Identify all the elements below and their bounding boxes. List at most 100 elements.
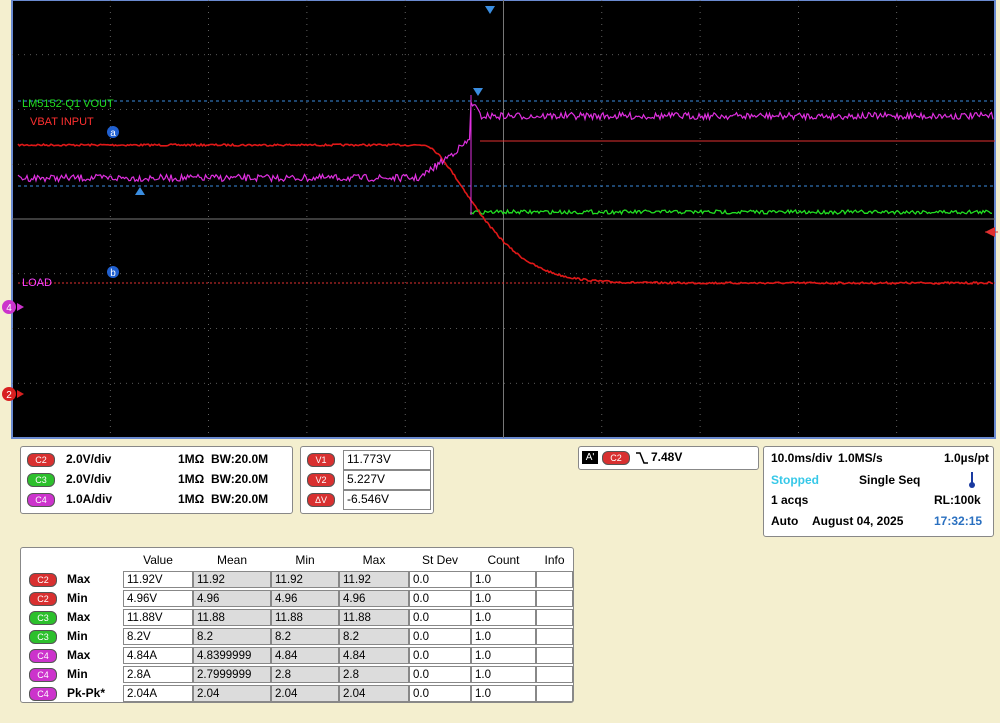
- channel-badge: C2: [27, 453, 55, 467]
- measurement-cell: [536, 571, 573, 588]
- measurement-cell: 1.0: [471, 590, 536, 607]
- channel-4-label: 4: [6, 303, 12, 314]
- channel-scale: 2.0V/div: [66, 472, 112, 486]
- measurement-cell: 2.8: [271, 666, 339, 683]
- sample-rate: 1.0MS/s: [838, 451, 883, 465]
- measurement-cell: 11.92: [339, 571, 409, 588]
- measurement-source: C2: [29, 573, 57, 587]
- measurement-cell: 4.96: [193, 590, 271, 607]
- cursor-badge: ΔV: [307, 493, 335, 507]
- marker-b-label: b: [110, 268, 116, 279]
- trigger-mode: A': [582, 451, 598, 464]
- label-load: LOAD: [22, 277, 52, 289]
- channel-bandwidth: BW:20.0M: [211, 452, 269, 466]
- measurement-cell: 8.2V: [123, 628, 193, 645]
- measurement-cell: 1.0: [471, 647, 536, 664]
- measurement-cell: [536, 685, 573, 702]
- measurement-cell: 11.88: [193, 609, 271, 626]
- acq-count: 1 acqs: [771, 493, 809, 507]
- timebase-panel: 10.0ms/div 1.0MS/s 1.0µs/pt Stopped Sing…: [763, 446, 994, 537]
- channel-impedance: 1MΩ: [178, 492, 205, 506]
- measurement-stat: Min: [67, 591, 88, 605]
- measurement-cell: 8.2: [193, 628, 271, 645]
- measurement-cell: [536, 647, 573, 664]
- channel-4-arrow: [17, 303, 24, 311]
- measurement-cell: 2.04: [271, 685, 339, 702]
- measurement-cell: 4.96V: [123, 590, 193, 607]
- falling-edge-icon: [636, 452, 648, 464]
- channel-panel: C2 2.0V/div 1MΩ BW:20.0M C3 2.0V/div 1MΩ BW:20.…: [20, 446, 293, 514]
- trigger-mode: Auto: [771, 514, 799, 528]
- label-vout: LM5152-Q1 VOUT: [22, 98, 114, 110]
- measurement-cell: 1.0: [471, 571, 536, 588]
- measurement-cell: 2.8: [339, 666, 409, 683]
- channel-bandwidth: BW:20.0M: [211, 492, 269, 506]
- acq-mode: Single Seq: [859, 473, 921, 487]
- measurement-cell: [536, 590, 573, 607]
- measurement-cell: 4.8399999: [193, 647, 271, 664]
- measurement-stat: Min: [67, 629, 88, 643]
- channel-2-marker: [2, 387, 16, 401]
- column-header: Count: [487, 553, 520, 567]
- measurement-source: C4: [29, 668, 57, 682]
- trigger-position: [485, 6, 495, 14]
- trace-c3: [469, 208, 993, 216]
- acq-state: Stopped: [771, 473, 819, 487]
- measurement-stat: Max: [67, 610, 91, 624]
- time-scale: 10.0ms/div: [771, 451, 833, 465]
- measurement-cell: [536, 609, 573, 626]
- marker-a: [107, 126, 119, 138]
- trigger-level: 7.48V: [651, 450, 683, 464]
- measurement-cell: 4.96: [339, 590, 409, 607]
- channel-badge: C3: [27, 473, 55, 487]
- single-icon: [969, 472, 975, 488]
- measurement-cell: 2.8A: [123, 666, 193, 683]
- measurement-cell: 0.0: [409, 666, 471, 683]
- channel-2-label: 2: [6, 390, 12, 401]
- measurement-cell: 8.2: [339, 628, 409, 645]
- measurement-cell: 1.0: [471, 666, 536, 683]
- measurement-cell: 4.84: [339, 647, 409, 664]
- cursor-value: 11.773V: [347, 452, 391, 466]
- waveform-display: LM5152-Q1 VOUT VBAT INPUT LOAD a b 4 2: [0, 0, 1000, 440]
- time: 17:32:15: [934, 514, 983, 528]
- measurement-source: C3: [29, 630, 57, 644]
- trigger-source: C2: [602, 451, 630, 465]
- measurement-cell: 0.0: [409, 609, 471, 626]
- cursor-value-box: [343, 470, 431, 490]
- measurement-source: C4: [29, 687, 57, 701]
- record-length: RL:100k: [934, 493, 981, 507]
- measurement-cell: [536, 628, 573, 645]
- measurement-cell: 2.04: [193, 685, 271, 702]
- column-header: Mean: [216, 553, 248, 567]
- grid: [12, 0, 995, 438]
- cursor-badge: V1: [307, 453, 335, 467]
- trigger-panel: A' C2 7.48V: [578, 446, 759, 470]
- channel-impedance: 1MΩ: [178, 452, 205, 466]
- cursor-value-box: [343, 490, 431, 510]
- column-header: Min: [295, 553, 315, 567]
- column-header: Value: [143, 553, 173, 567]
- measurement-stat: Max: [67, 572, 91, 586]
- measurement-cell: 11.92V: [123, 571, 193, 588]
- column-header: St Dev: [421, 553, 458, 567]
- measurement-cell: 11.88: [271, 609, 339, 626]
- column-header: Max: [362, 553, 386, 567]
- time-resolution: 1.0µs/pt: [944, 451, 989, 465]
- channel-bandwidth: BW:20.0M: [211, 472, 269, 486]
- channel-scale: 2.0V/div: [66, 452, 112, 466]
- marker-b: [107, 266, 119, 278]
- measurement-cell: 11.88V: [123, 609, 193, 626]
- trigger-marker: [473, 88, 483, 96]
- cursor-badge: V2: [307, 473, 335, 487]
- measurement-cell: 4.96: [271, 590, 339, 607]
- cursor-value: -6.546V: [347, 492, 390, 506]
- trace-c2: [17, 142, 994, 286]
- measurement-cell: 4.84A: [123, 647, 193, 664]
- measurement-cell: 0.0: [409, 571, 471, 588]
- measurement-cell: 0.0: [409, 590, 471, 607]
- channel-scale: 1.0A/div: [66, 492, 113, 506]
- measurement-stat: Max: [67, 648, 91, 662]
- measurement-cell: 11.88: [339, 609, 409, 626]
